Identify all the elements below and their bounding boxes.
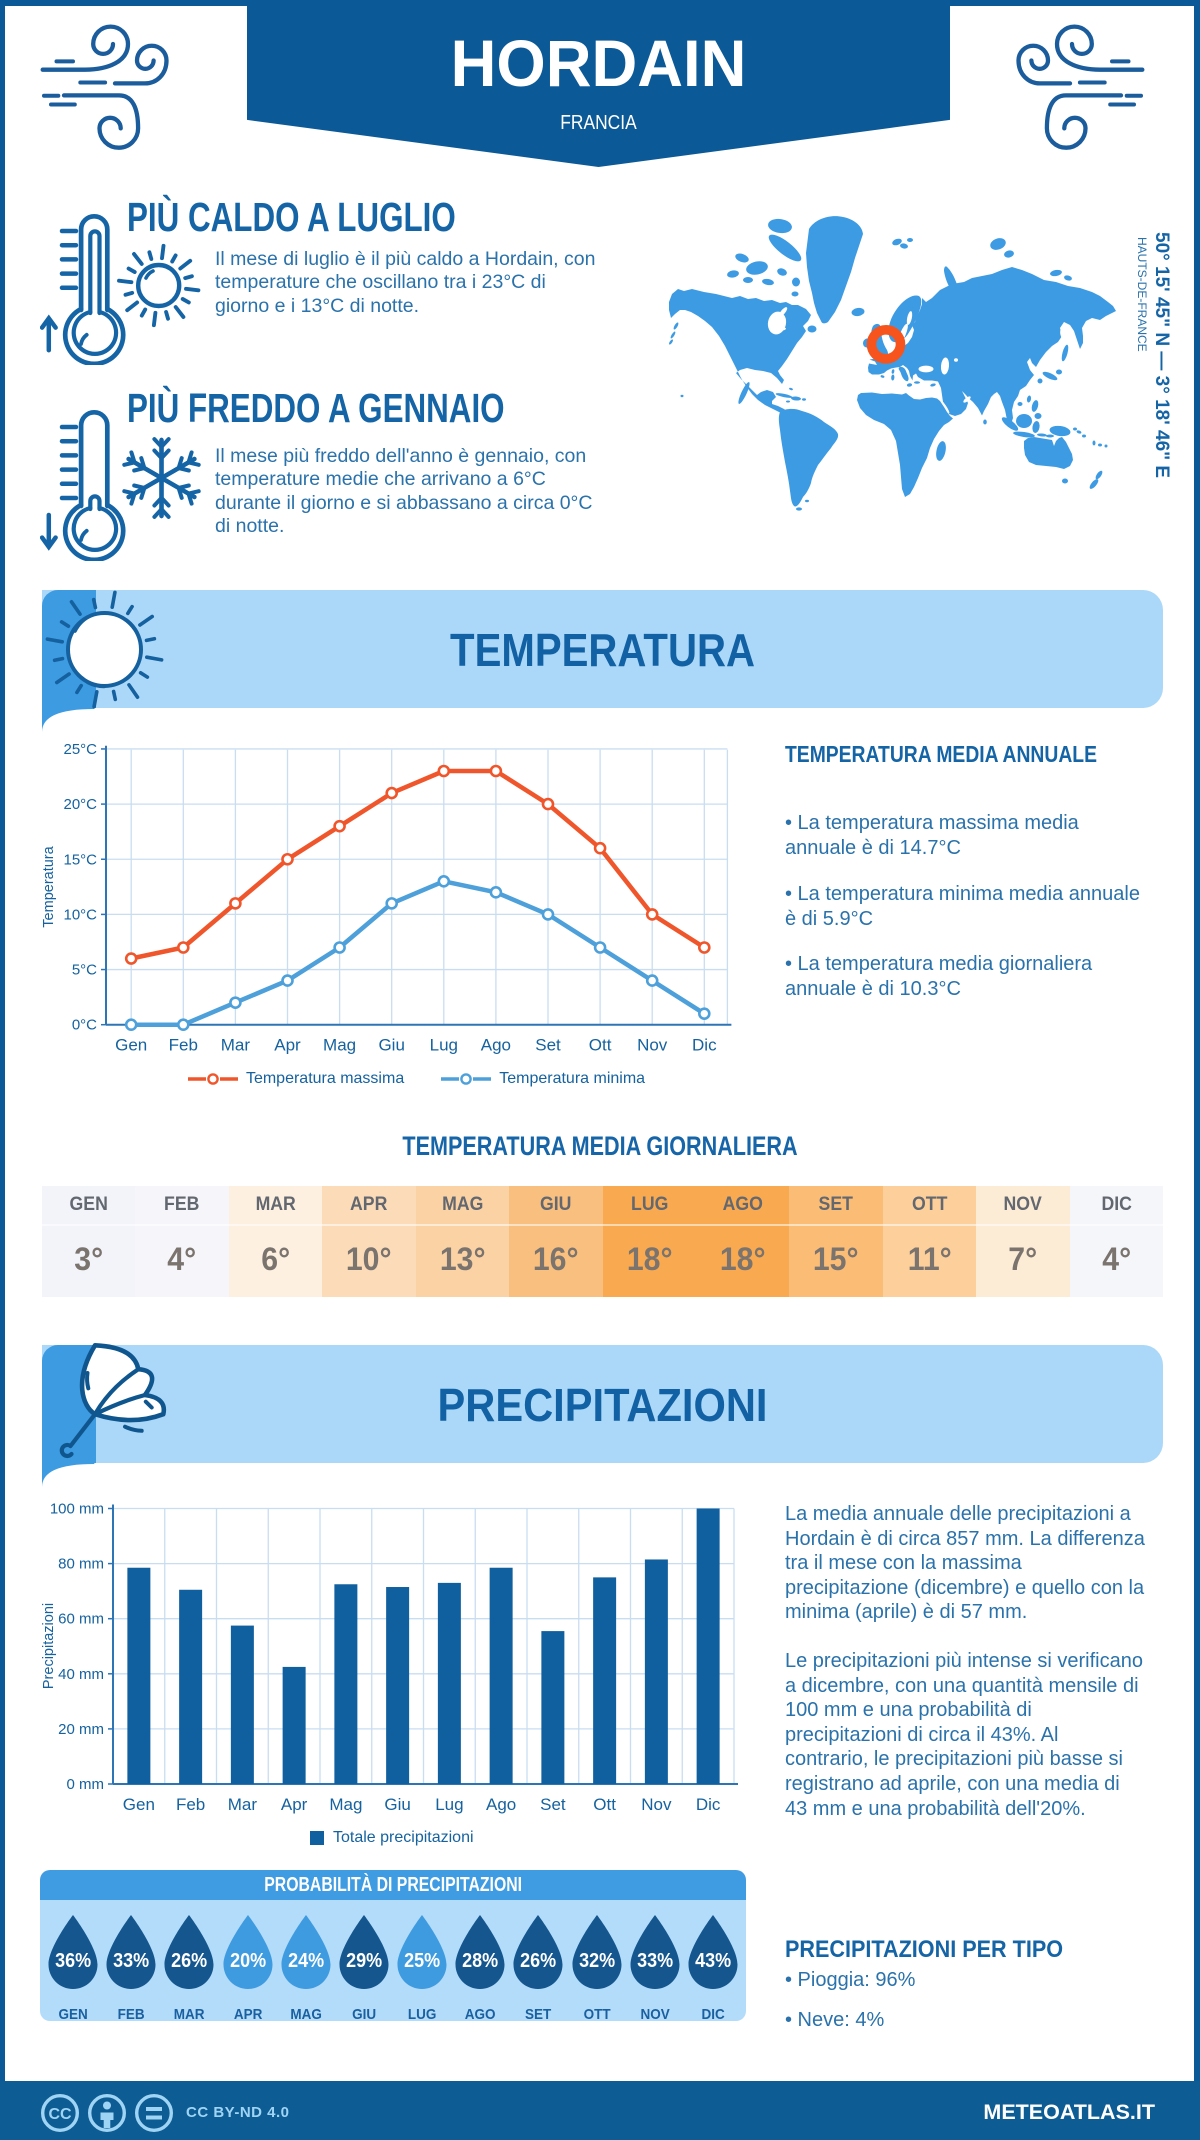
svg-text:Lug: Lug (435, 1795, 463, 1814)
svg-text:Apr: Apr (274, 1036, 301, 1055)
svg-text:Gen: Gen (123, 1795, 155, 1814)
svg-text:0 mm: 0 mm (67, 1776, 105, 1793)
svg-text:0°C: 0°C (72, 1017, 97, 1034)
svg-text:60 mm: 60 mm (58, 1611, 104, 1628)
svg-text:Gen: Gen (115, 1036, 147, 1055)
svg-text:Dic: Dic (692, 1036, 717, 1055)
svg-text:Ago: Ago (481, 1036, 511, 1055)
svg-text:Ott: Ott (589, 1036, 612, 1055)
svg-text:Giu: Giu (378, 1036, 404, 1055)
svg-text:Nov: Nov (637, 1036, 668, 1055)
svg-text:Mar: Mar (228, 1795, 258, 1814)
svg-text:Giu: Giu (384, 1795, 410, 1814)
svg-text:100 mm: 100 mm (50, 1501, 104, 1518)
svg-text:Ott: Ott (593, 1795, 616, 1814)
svg-text:Apr: Apr (281, 1795, 308, 1814)
svg-text:Mag: Mag (323, 1036, 356, 1055)
svg-text:Feb: Feb (169, 1036, 198, 1055)
svg-text:Set: Set (535, 1036, 561, 1055)
svg-text:Mar: Mar (221, 1036, 251, 1055)
svg-text:CC: CC (48, 2106, 72, 2123)
svg-text:40 mm: 40 mm (58, 1666, 104, 1683)
svg-text:Set: Set (540, 1795, 566, 1814)
svg-text:Feb: Feb (176, 1795, 205, 1814)
svg-text:Temperatura: Temperatura (41, 845, 57, 927)
svg-text:15°C: 15°C (63, 851, 97, 868)
svg-text:20 mm: 20 mm (58, 1721, 104, 1738)
svg-text:5°C: 5°C (72, 962, 97, 979)
svg-text:Nov: Nov (641, 1795, 672, 1814)
svg-text:10°C: 10°C (63, 906, 97, 923)
svg-text:25°C: 25°C (63, 741, 97, 758)
svg-text:Mag: Mag (329, 1795, 362, 1814)
svg-text:Lug: Lug (430, 1036, 458, 1055)
svg-text:20°C: 20°C (63, 796, 97, 813)
svg-text:80 mm: 80 mm (58, 1556, 104, 1573)
svg-text:Dic: Dic (696, 1795, 721, 1814)
svg-text:Ago: Ago (486, 1795, 516, 1814)
svg-text:Precipitazioni: Precipitazioni (41, 1603, 57, 1689)
